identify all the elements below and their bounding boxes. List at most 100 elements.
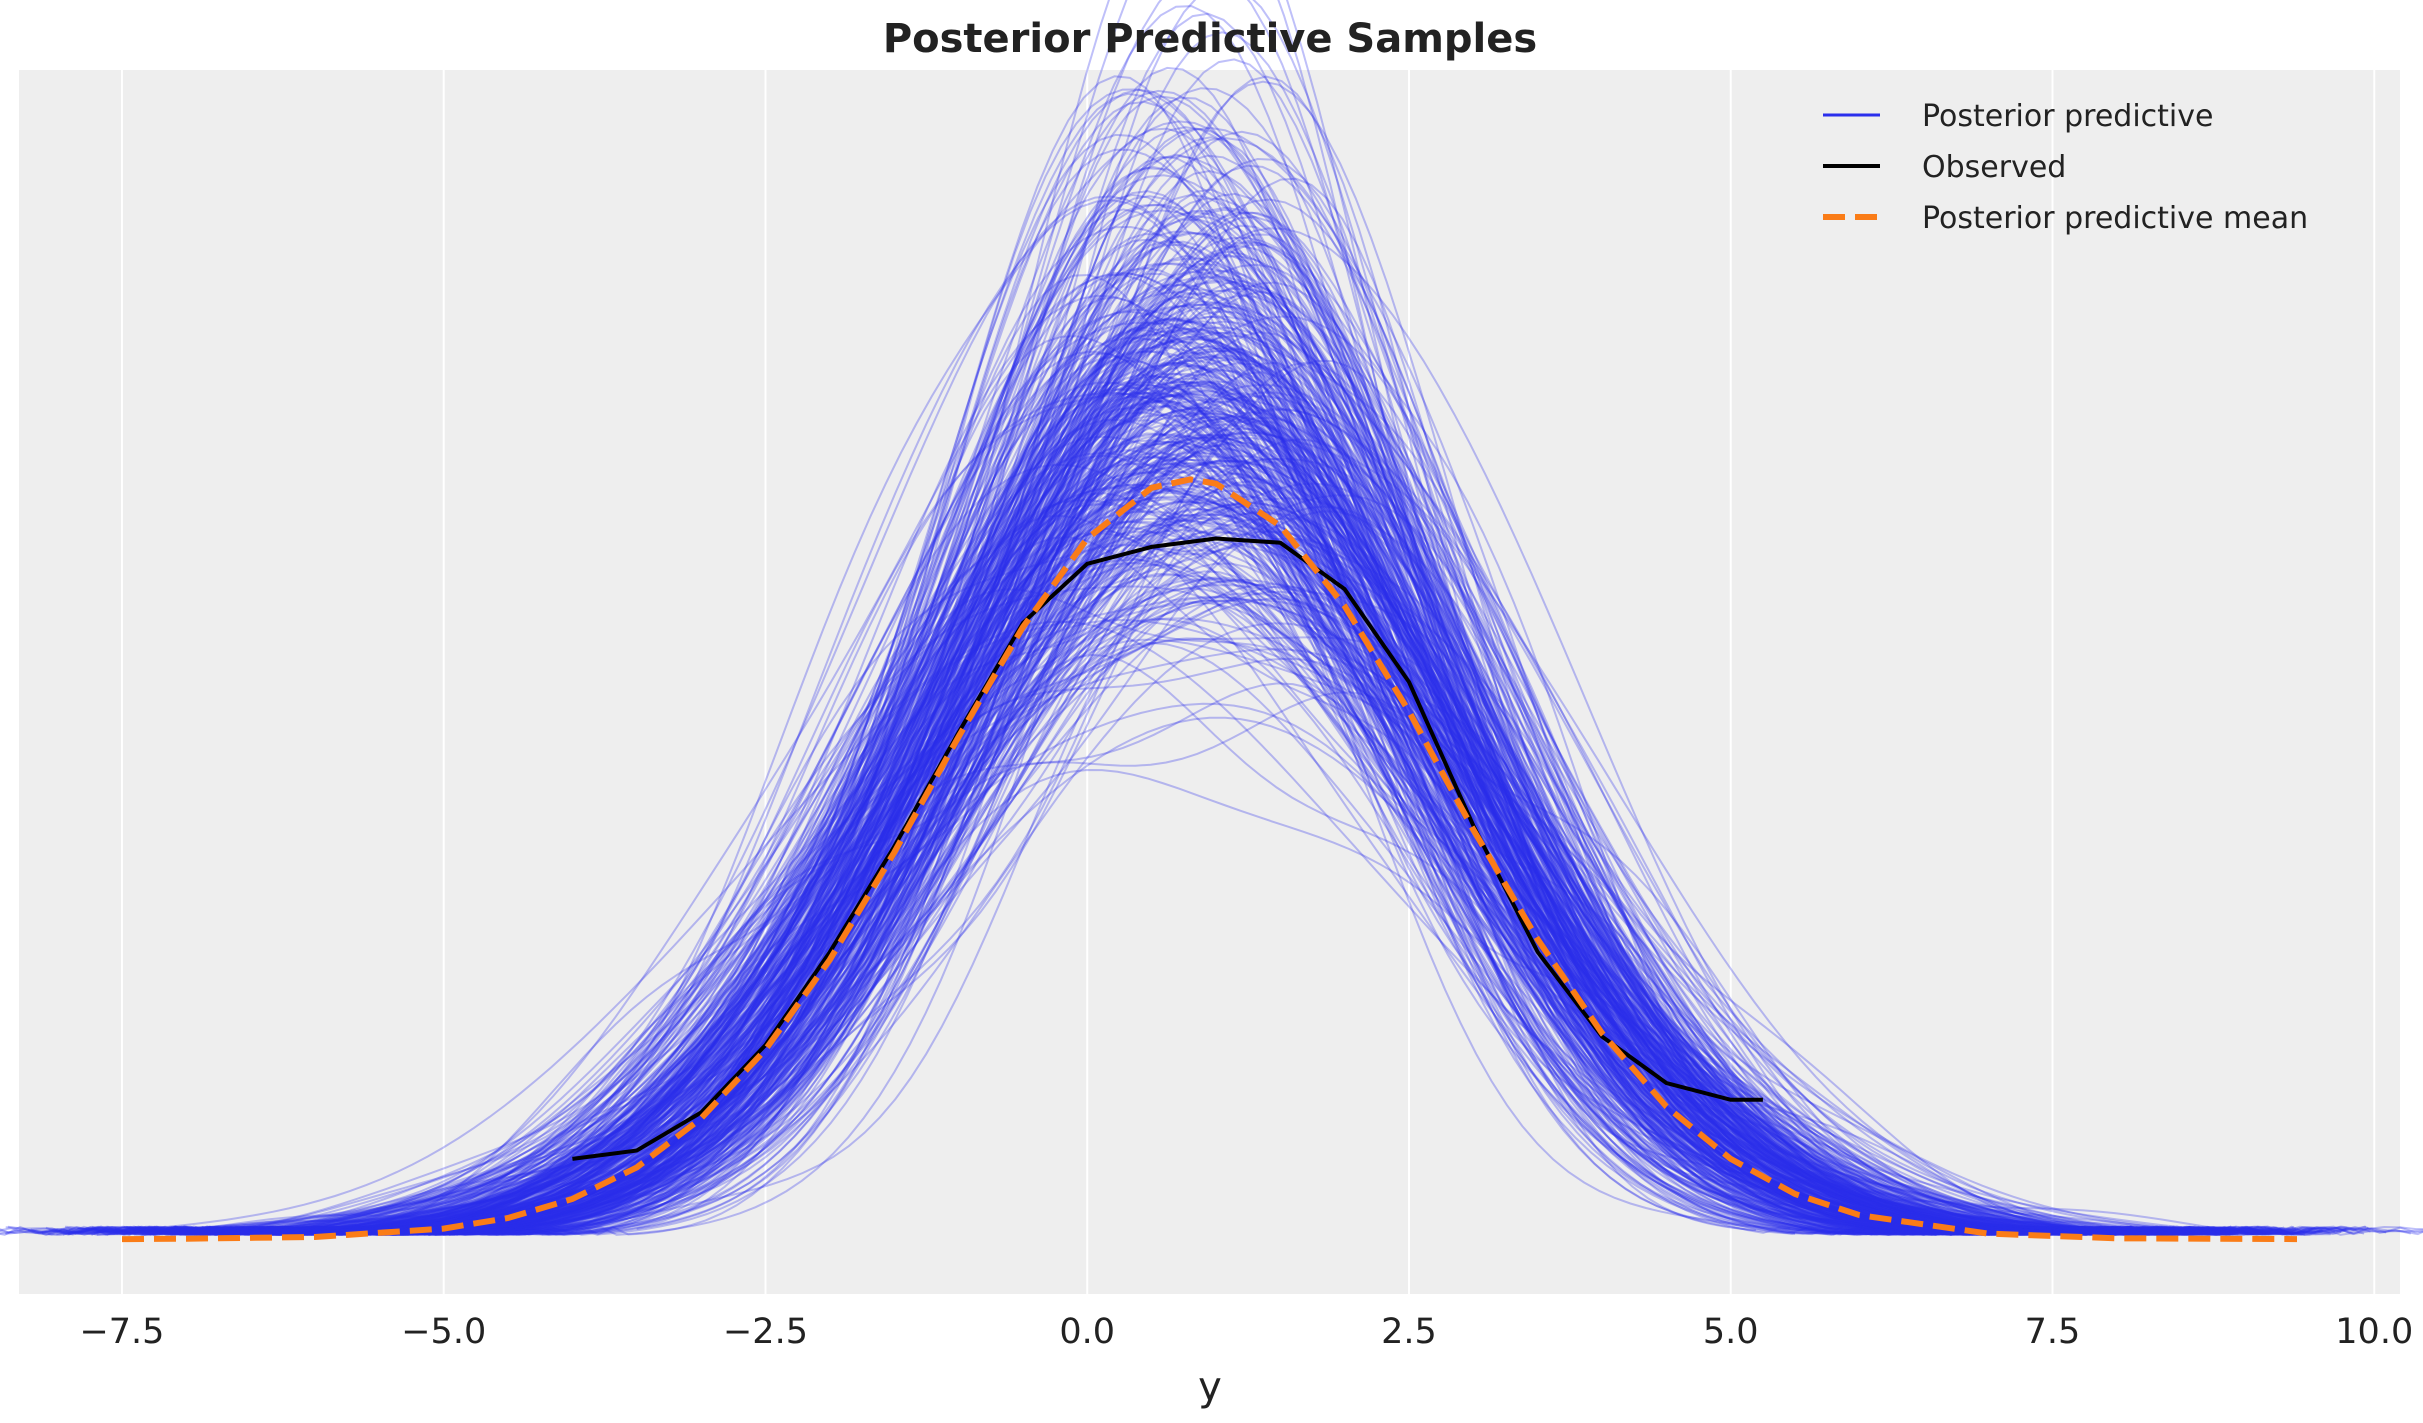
posterior-predictive-sample-line xyxy=(325,440,1932,1236)
posterior-predictive-sample-line xyxy=(194,558,2064,1236)
posterior-predictive-sample-line xyxy=(284,350,2092,1236)
posterior-predictive-sample-line xyxy=(266,359,2306,1236)
posterior-predictive-sample-line xyxy=(431,570,2178,1236)
posterior-predictive-sample-line xyxy=(262,310,2210,1236)
posterior-predictive-sample-line xyxy=(249,328,2119,1236)
posterior-predictive-sample-line xyxy=(378,284,1923,1236)
posterior-predictive-sample-line xyxy=(477,243,2007,1236)
posterior-predictive-sample-line xyxy=(173,321,2228,1236)
posterior-predictive-sample-line xyxy=(309,476,2132,1236)
posterior-predictive-sample-line xyxy=(195,653,2188,1236)
posterior-predictive-sample-line xyxy=(356,406,2056,1236)
posterior-predictive-sample-line xyxy=(424,273,1908,1236)
posterior-predictive-sample-line xyxy=(254,359,2078,1236)
posterior-predictive-sample-line xyxy=(149,438,2220,1236)
posterior-predictive-sample-line xyxy=(32,592,2412,1236)
posterior-predictive-sample-line xyxy=(168,500,2208,1236)
posterior-predictive-sample-line xyxy=(348,499,2111,1236)
posterior-predictive-sample-line xyxy=(286,240,1987,1236)
posterior-predictive-sample-line xyxy=(177,617,2263,1236)
posterior-predictive-sample-line xyxy=(223,289,2186,1236)
posterior-predictive-sample-line xyxy=(359,576,2075,1236)
posterior-predictive-sample-line xyxy=(220,470,2168,1236)
posterior-predictive-sample-line xyxy=(327,438,2367,1236)
posterior-predictive-sample-line xyxy=(438,211,2030,1236)
posterior-predictive-sample-line xyxy=(309,211,2010,1236)
posterior-predictive-sample-line xyxy=(195,436,2282,1236)
posterior-predictive-sample-line xyxy=(240,407,2357,1236)
x-tick-labels: −7.5 −5.0 −2.5 0.0 2.5 5.0 7.5 10.0 xyxy=(79,1312,2413,1352)
posterior-predictive-sample-line xyxy=(166,579,2237,1236)
posterior-predictive-sample-line xyxy=(394,392,2048,1236)
legend-label-posterior-predictive-mean: Posterior predictive mean xyxy=(1922,201,2308,236)
posterior-predictive-sample-line xyxy=(396,392,2050,1236)
posterior-predictive-sample-line xyxy=(128,768,2215,1236)
posterior-predictive-sample-line xyxy=(355,271,2040,1236)
posterior-predictive-sample-line xyxy=(464,193,1978,1236)
posterior-predictive-sample-line xyxy=(372,267,1933,1236)
posterior-predictive-sample-line xyxy=(252,155,2168,1236)
posterior-predictive-sample-line xyxy=(337,394,2084,1236)
posterior-predictive-sample-line xyxy=(333,457,2157,1236)
posterior-predictive-sample-line xyxy=(316,279,2155,1236)
posterior-predictive-sample-line xyxy=(416,75,1947,1236)
posterior-predictive-sample-line xyxy=(200,503,2147,1236)
posterior-predictive-sample-line xyxy=(288,300,1973,1236)
posterior-predictive-sample-line xyxy=(170,395,2349,1236)
posterior-predictive-sample-line xyxy=(191,291,2107,1236)
posterior-predictive-sample-line xyxy=(461,58,1976,1236)
posterior-predictive-sample-line xyxy=(164,455,2142,1236)
posterior-predictive-sample-line xyxy=(360,636,2323,1236)
posterior-predictive-sample-line xyxy=(433,232,2071,1236)
posterior-predictive-sample-line xyxy=(412,361,2081,1235)
posterior-predictive-sample-line xyxy=(184,572,2239,1236)
posterior-predictive-sample-line xyxy=(189,392,2106,1236)
posterior-predictive-sample-line xyxy=(309,372,2086,1236)
posterior-predictive-sample-line xyxy=(208,489,2233,1236)
posterior-predictive-sample-line xyxy=(419,320,2073,1236)
posterior-predictive-sample-line xyxy=(303,347,2019,1236)
posterior-predictive-sample-line xyxy=(504,361,2065,1236)
posterior-predictive-sample-line xyxy=(249,416,2197,1236)
posterior-predictive-sample-line xyxy=(357,154,2058,1236)
posterior-predictive-sample-line xyxy=(79,500,2273,1236)
posterior-predictive-sample-line xyxy=(390,287,1982,1236)
posterior-predictive-sample-line xyxy=(64,539,2305,1236)
x-tick-label: 0.0 xyxy=(1059,1312,1115,1352)
posterior-predictive-sample-line xyxy=(85,381,2187,1236)
posterior-predictive-sample-line xyxy=(575,0,1905,1235)
posterior-predictive-sample-line xyxy=(375,224,2075,1236)
posterior-predictive-sample-line xyxy=(259,373,2022,1236)
posterior-predictive-sample-line xyxy=(236,355,2075,1236)
posterior-predictive-sample-line xyxy=(534,0,1910,1236)
posterior-predictive-sample-line xyxy=(357,387,2088,1236)
posterior-predictive-sample-line xyxy=(388,412,1949,1235)
posterior-predictive-sample-line xyxy=(91,587,2316,1236)
x-axis-label: y xyxy=(1198,1364,1222,1410)
posterior-predictive-sample-line xyxy=(256,455,2142,1236)
posterior-predictive-sample-line xyxy=(223,452,2201,1236)
posterior-predictive-sample-line xyxy=(252,451,2122,1236)
posterior-predictive-sample-line xyxy=(335,320,2051,1236)
posterior-predictive-sample-line xyxy=(5,598,2423,1236)
posterior-predictive-sample-line xyxy=(547,127,1907,1236)
posterior-predictive-sample-line xyxy=(193,250,2109,1236)
posterior-predictive-sample-line xyxy=(132,433,2265,1236)
posterior-predictive-sample-line xyxy=(144,510,2276,1236)
posterior-predictive-sample-line xyxy=(267,386,2076,1236)
posterior-predictive-sample-line xyxy=(170,346,2210,1236)
posterior-predictive-sample-line xyxy=(192,389,2016,1236)
posterior-predictive-sample-line xyxy=(41,459,2282,1236)
posterior-predictive-sample-line xyxy=(0,520,2291,1236)
posterior-predictive-sample-line xyxy=(226,400,2019,1236)
posterior-predictive-sample-line xyxy=(451,210,1904,1236)
posterior-predictive-sample-line xyxy=(115,308,2124,1236)
posterior-predictive-sample-line xyxy=(159,432,2091,1236)
posterior-predictive-sample-line xyxy=(168,380,2239,1236)
posterior-predictive-sample-line xyxy=(509,0,1931,1236)
posterior-predictive-sample-line xyxy=(268,418,2045,1236)
posterior-predictive-sample-line xyxy=(214,195,1961,1236)
posterior-predictive-sample-line xyxy=(270,348,2109,1236)
posterior-predictive-sample-line xyxy=(237,544,2014,1236)
posterior-predictive-sample-line xyxy=(28,273,2129,1236)
